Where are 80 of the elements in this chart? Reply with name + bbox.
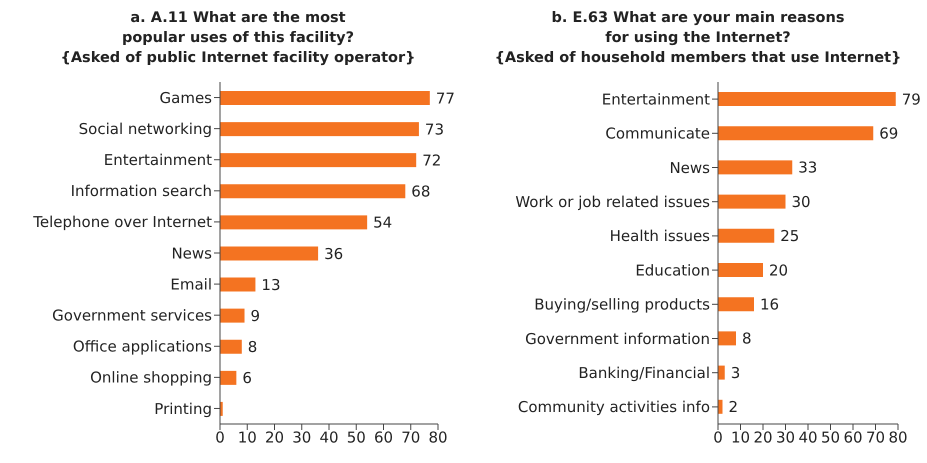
data-label: 9 [250, 306, 260, 325]
y-tick-label: Education [635, 261, 710, 280]
y-tick-label: Entertainment [602, 90, 710, 108]
data-label: 3 [730, 364, 740, 382]
x-tick-label: 60 [374, 428, 394, 447]
data-label: 8 [248, 338, 258, 356]
bar [718, 160, 792, 174]
bar [220, 122, 419, 136]
bar [718, 126, 874, 140]
x-tick-label: 80 [428, 428, 448, 447]
bar [220, 246, 318, 260]
data-label: 73 [424, 120, 444, 138]
y-tick-label: Online shopping [90, 368, 212, 387]
x-tick-label: 40 [319, 428, 339, 447]
y-tick-label: Government services [52, 306, 212, 325]
y-tick-label: Communicate [605, 124, 710, 143]
x-tick-label: 50 [346, 428, 366, 447]
data-label: 30 [792, 192, 811, 211]
bar [718, 263, 763, 277]
x-tick-label: 50 [820, 428, 840, 447]
chart-title: a. A.11 What are the most popular uses of this facility? {Asked of public Internet facility operator} [60, 9, 416, 68]
bar [220, 370, 236, 385]
chart-title: b. E.63 What are your main reasons for using the Internet? {Asked of household members that use Internet} [494, 9, 902, 68]
bar [220, 308, 245, 323]
y-tick-label: Email [170, 275, 212, 294]
x-tick-label: 30 [292, 428, 312, 447]
y-tick-label: News [171, 244, 212, 262]
bar [718, 297, 754, 312]
bar [718, 366, 725, 380]
data-label: 36 [324, 244, 344, 263]
data-label: 72 [422, 152, 442, 170]
x-tick-label: 40 [798, 428, 818, 447]
x-tick-label: 20 [753, 428, 773, 447]
y-tick-label: Banking/Financial [578, 364, 710, 382]
x-tick-label: 20 [264, 428, 284, 447]
data-label: 79 [902, 90, 921, 108]
bar [220, 278, 256, 292]
bar [220, 153, 416, 168]
x-tick-label: 0 [215, 428, 225, 447]
y-tick-label: Office applications [72, 338, 212, 356]
data-label: 33 [798, 158, 818, 177]
y-tick-label: Community activities info [518, 398, 710, 416]
y-tick-label: Entertainment [104, 151, 212, 170]
x-tick-label: 80 [888, 428, 908, 447]
bar [718, 92, 896, 106]
x-tick-label: 70 [401, 428, 420, 447]
bar [718, 228, 774, 243]
x-tick-label: 70 [866, 428, 886, 447]
x-tick-label: 10 [238, 428, 257, 447]
y-tick-label: News [669, 158, 710, 177]
x-tick-label: 10 [730, 428, 750, 447]
data-label: 16 [760, 296, 780, 314]
x-tick-label: 60 [843, 428, 863, 447]
y-tick-label: Social networking [78, 120, 212, 138]
y-tick-label: Telephone over Internet [32, 213, 212, 232]
data-label: 68 [411, 182, 430, 201]
bar [220, 91, 430, 105]
x-tick-label: 0 [713, 428, 723, 447]
data-label: 25 [780, 227, 800, 246]
data-label: 6 [242, 369, 252, 388]
y-tick-label: Government information [525, 330, 710, 348]
y-tick-label: Printing [154, 400, 212, 418]
bar [220, 184, 406, 198]
y-tick-label: Work or job related issues [515, 193, 710, 212]
data-label: 2 [728, 398, 738, 416]
data-label: 69 [879, 124, 898, 143]
x-tick-label: 30 [776, 428, 796, 447]
data-label: 54 [373, 214, 392, 232]
bar [220, 215, 368, 230]
bar [718, 331, 736, 346]
data-label: 77 [436, 89, 455, 108]
bar [718, 194, 786, 209]
data-label: 13 [261, 276, 281, 294]
y-tick-label: Buying/selling products [534, 296, 710, 314]
data-label: 8 [742, 330, 752, 348]
y-tick-label: Information search [70, 182, 212, 200]
data-label: 20 [769, 261, 788, 280]
bar [220, 340, 242, 354]
y-tick-label: Games [160, 88, 212, 107]
y-tick-label: Health issues [610, 227, 710, 246]
